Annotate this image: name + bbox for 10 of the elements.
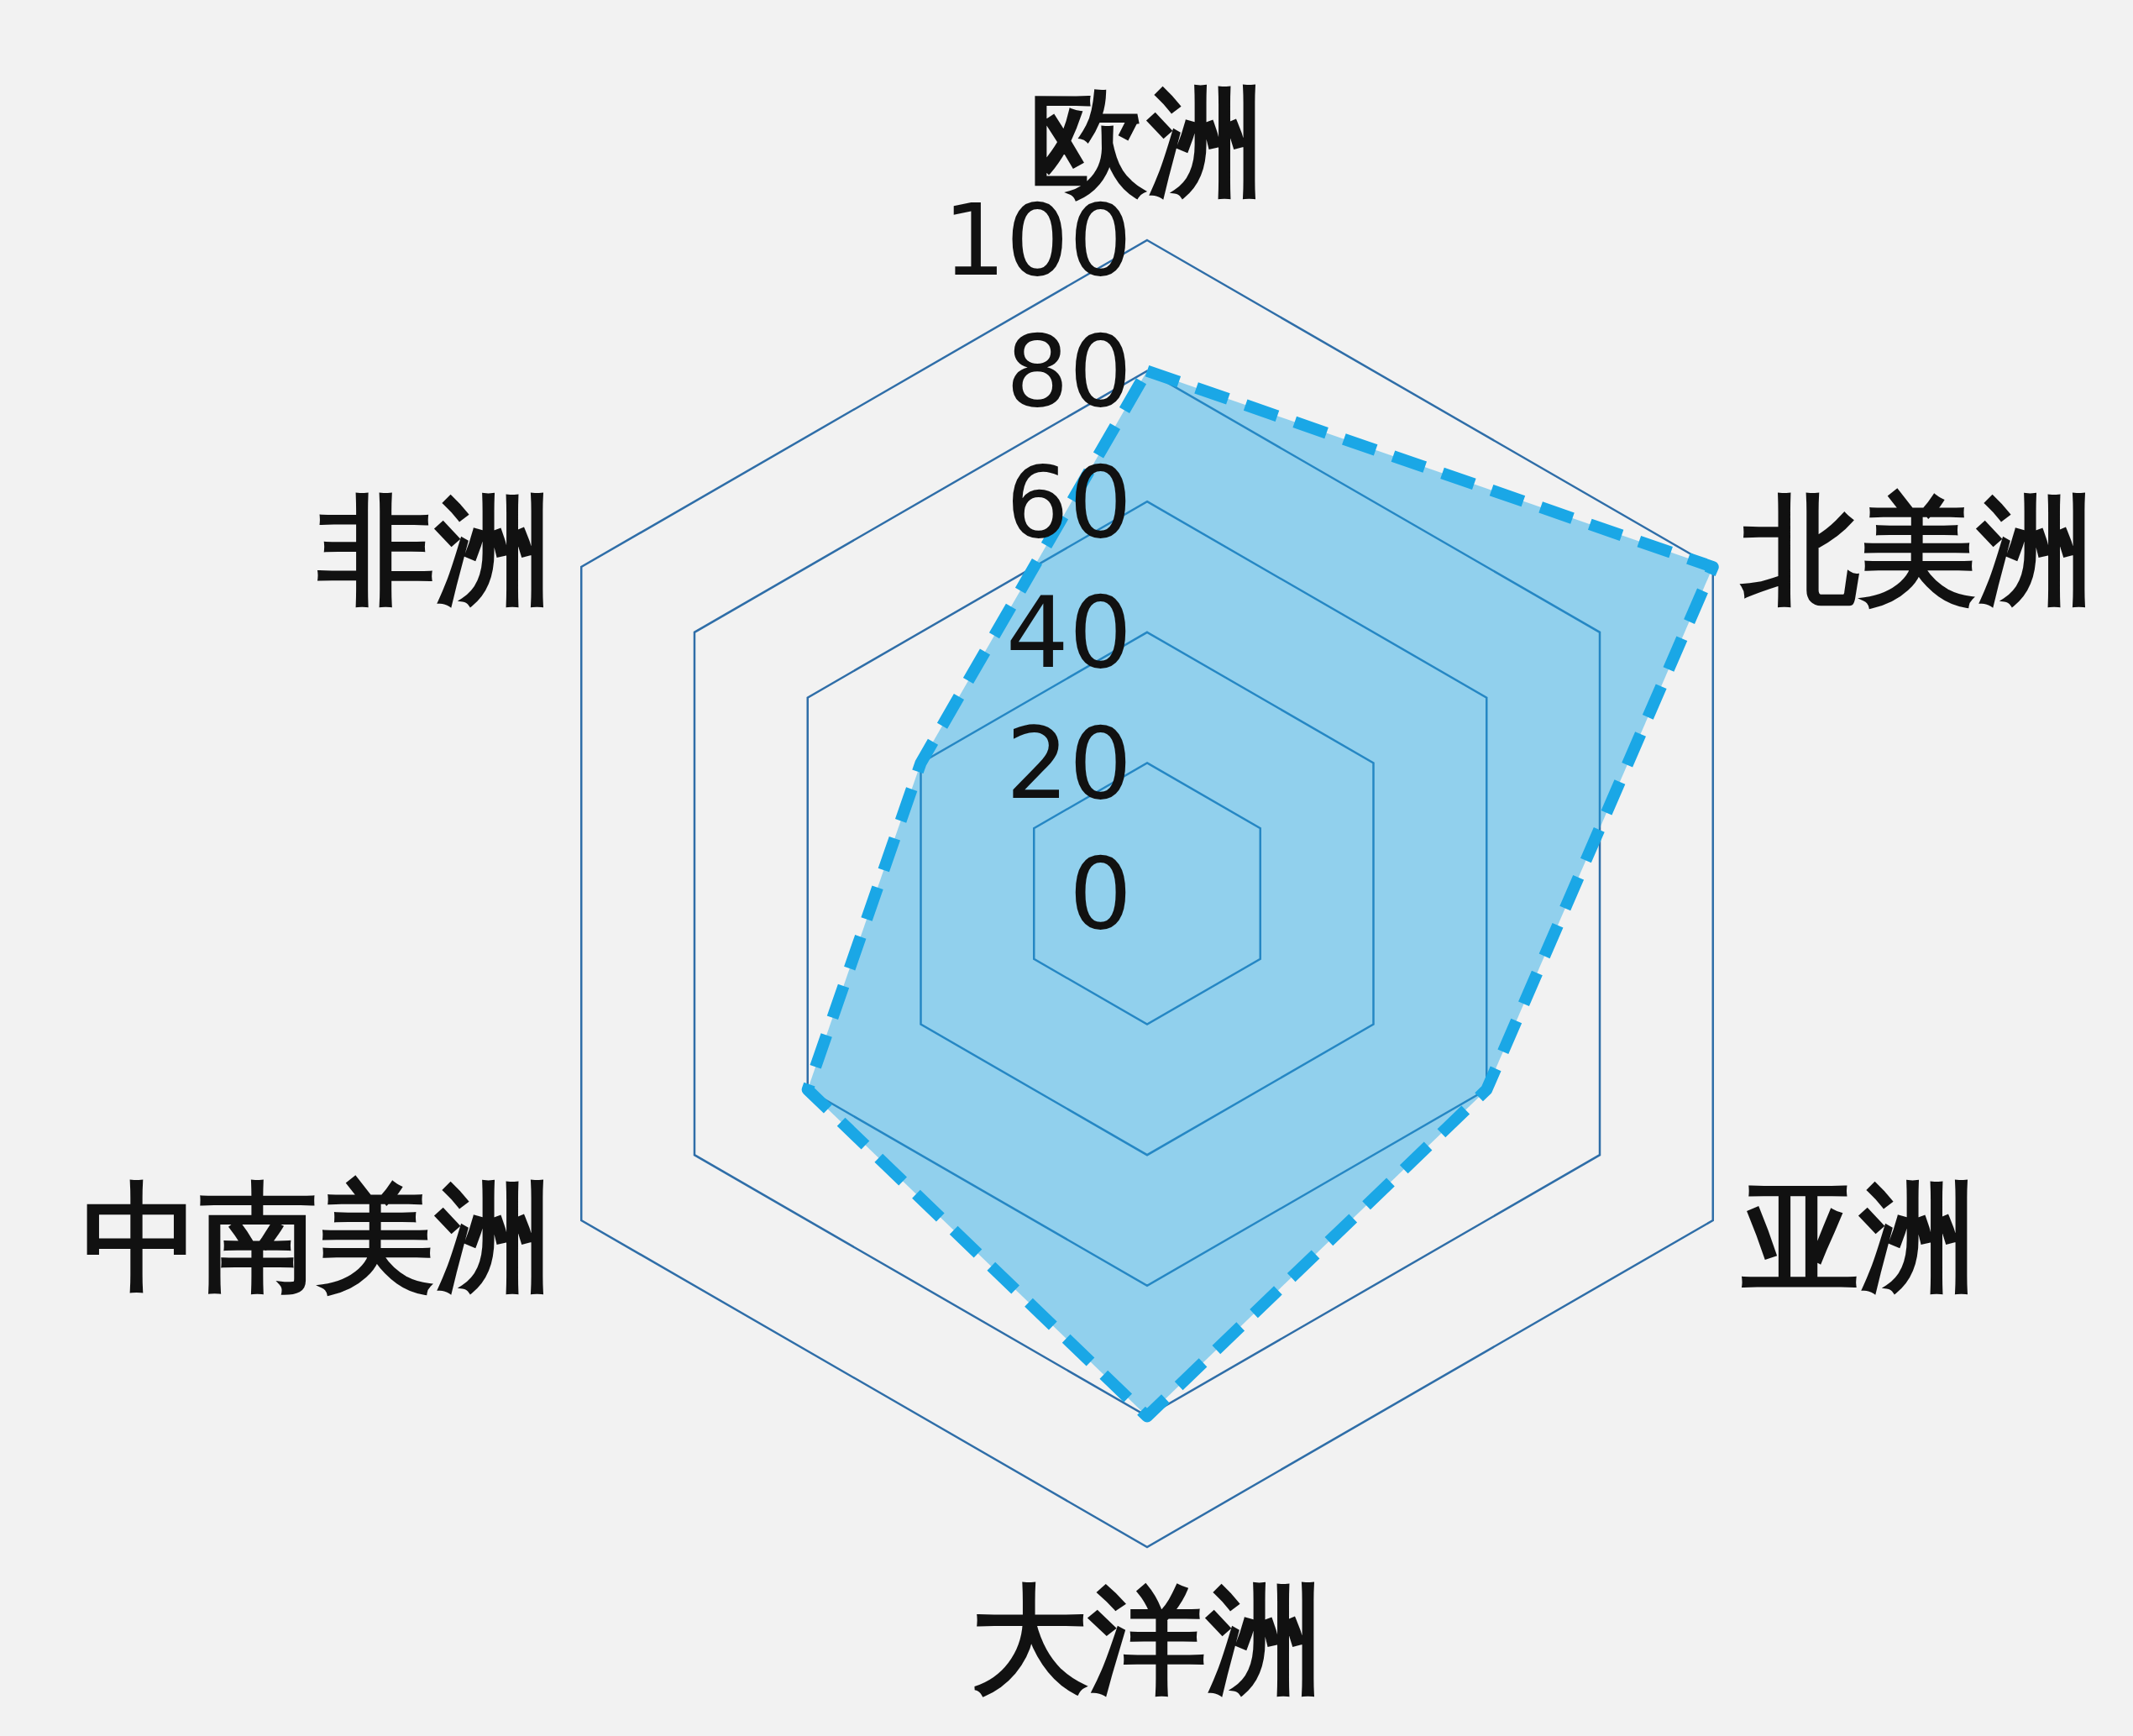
y-tick-label: 80 xyxy=(1005,312,1132,429)
y-tick-label: 40 xyxy=(1005,574,1132,691)
spoke-label: 非洲 xyxy=(316,482,553,619)
spoke-label: 中南美洲 xyxy=(81,1169,553,1306)
spoke-label: 亚洲 xyxy=(1741,1169,1978,1306)
y-tick-label: 20 xyxy=(1005,705,1132,821)
y-tick-label: 0 xyxy=(1068,836,1132,952)
spoke-label: 大洋洲 xyxy=(971,1571,1323,1708)
y-tick-label: 60 xyxy=(1005,443,1132,560)
spoke-label: 北美洲 xyxy=(1739,482,2095,619)
